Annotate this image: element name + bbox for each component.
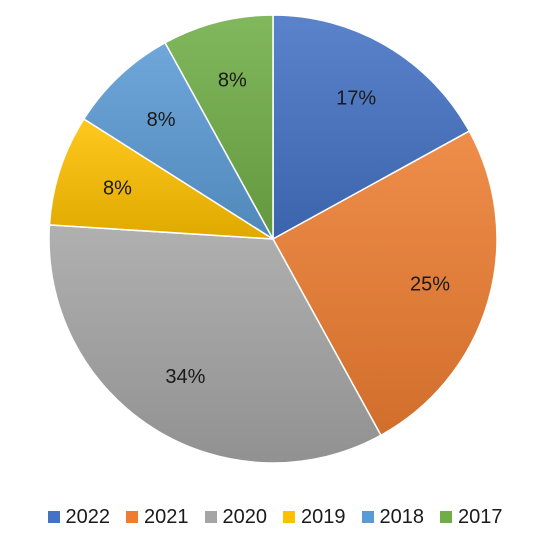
legend-swatch	[440, 511, 452, 523]
legend-item-2020: 2020	[204, 505, 268, 529]
pie-plot-area: 17% 25% 34% 8% 8% 8%	[48, 14, 498, 464]
legend-label: 2020	[222, 505, 268, 528]
pie-slice-2021	[271, 130, 498, 437]
legend-item-2017: 2017	[440, 506, 503, 529]
chart-legend: 2022 2021 2020 2019 2018 2017	[0, 500, 550, 534]
legend-swatch	[47, 511, 60, 523]
pie-slice-2019	[48, 117, 274, 240]
legend-swatch	[361, 511, 374, 523]
data-label-2017: 8%	[218, 70, 247, 92]
legend-label: 2017	[458, 505, 503, 528]
legend-swatch	[283, 511, 295, 523]
legend-item-2022: 2022	[47, 505, 111, 529]
pie-slice-2017	[164, 14, 274, 240]
data-label-2022: 17%	[336, 87, 376, 109]
legend-swatch	[126, 511, 138, 523]
legend-item-2021: 2021	[126, 506, 189, 529]
legend-label: 2018	[379, 505, 425, 528]
data-label-2018: 8%	[147, 109, 176, 131]
legend-item-2019: 2019	[283, 506, 346, 529]
pie-slice-2020	[48, 224, 382, 464]
data-label-2019: 8%	[103, 178, 132, 200]
pie-slice-2018	[82, 41, 274, 240]
legend-swatch	[204, 511, 217, 523]
legend-label: 2022	[65, 505, 111, 528]
pie-slice-2022	[272, 14, 471, 241]
pie-slices	[48, 14, 498, 464]
pie-data-labels: 17% 25% 34% 8% 8% 8%	[103, 70, 450, 389]
data-label-2021: 25%	[410, 274, 450, 296]
legend-item-2018: 2018	[361, 505, 425, 529]
data-label-2020: 34%	[165, 366, 205, 388]
legend-label: 2019	[301, 505, 346, 528]
legend-label: 2021	[144, 505, 189, 528]
